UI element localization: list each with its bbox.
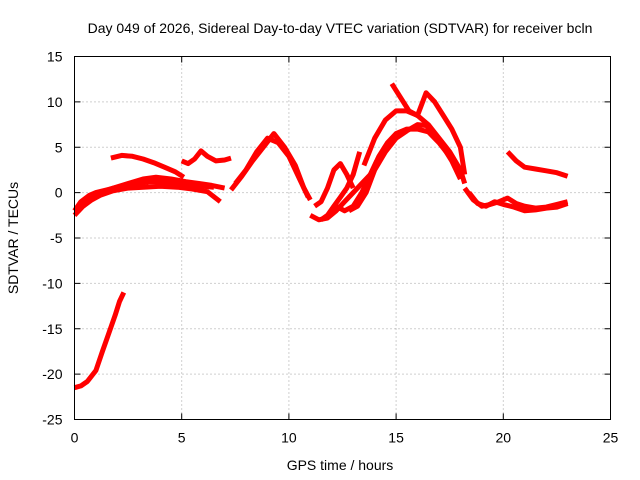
y-tick-label: 10 <box>47 94 63 110</box>
x-tick-label: 10 <box>281 430 297 446</box>
x-tick-label: 15 <box>388 430 404 446</box>
x-tick-label: 5 <box>178 430 186 446</box>
series-line-sat-i <box>313 161 356 209</box>
data-series <box>72 82 569 391</box>
series-line-sat-e <box>110 152 186 180</box>
y-tick-label: -20 <box>42 366 62 382</box>
y-tick-label: 5 <box>55 139 63 155</box>
series-line-sat-a <box>73 291 127 391</box>
y-tick-labels: -25 -20 -15 -10 -5 0 5 10 15 <box>42 49 62 428</box>
series-line-sat-f <box>180 148 232 167</box>
series-line-sat-r <box>505 150 569 179</box>
series-line-sat-q <box>467 191 569 214</box>
series-line-sat-h <box>229 131 313 202</box>
series-line-sat-m <box>347 122 463 214</box>
y-axis-title: SDTVAR / TECUs <box>5 182 21 294</box>
plot-frame <box>74 56 611 420</box>
y-tick-label: -5 <box>50 230 63 246</box>
series-line-sat-o <box>389 82 468 175</box>
y-tick-label: 0 <box>55 185 63 201</box>
y-tick-label: 15 <box>47 49 63 65</box>
series-line-sat-d <box>81 174 226 208</box>
grid-lines <box>74 56 611 420</box>
x-tick-label: 25 <box>603 430 619 446</box>
x-tick-labels: 0 5 10 15 20 25 <box>71 430 619 446</box>
y-tick-label: -10 <box>42 275 62 291</box>
x-axis-title: GPS time / hours <box>287 457 394 473</box>
x-tick-label: 0 <box>71 430 79 446</box>
y-tick-label: -15 <box>42 321 62 337</box>
chart-title: Day 049 of 2026, Sidereal Day-to-day VTE… <box>88 20 593 36</box>
x-tick-label: 20 <box>496 430 512 446</box>
y-tick-label: -25 <box>42 412 62 428</box>
